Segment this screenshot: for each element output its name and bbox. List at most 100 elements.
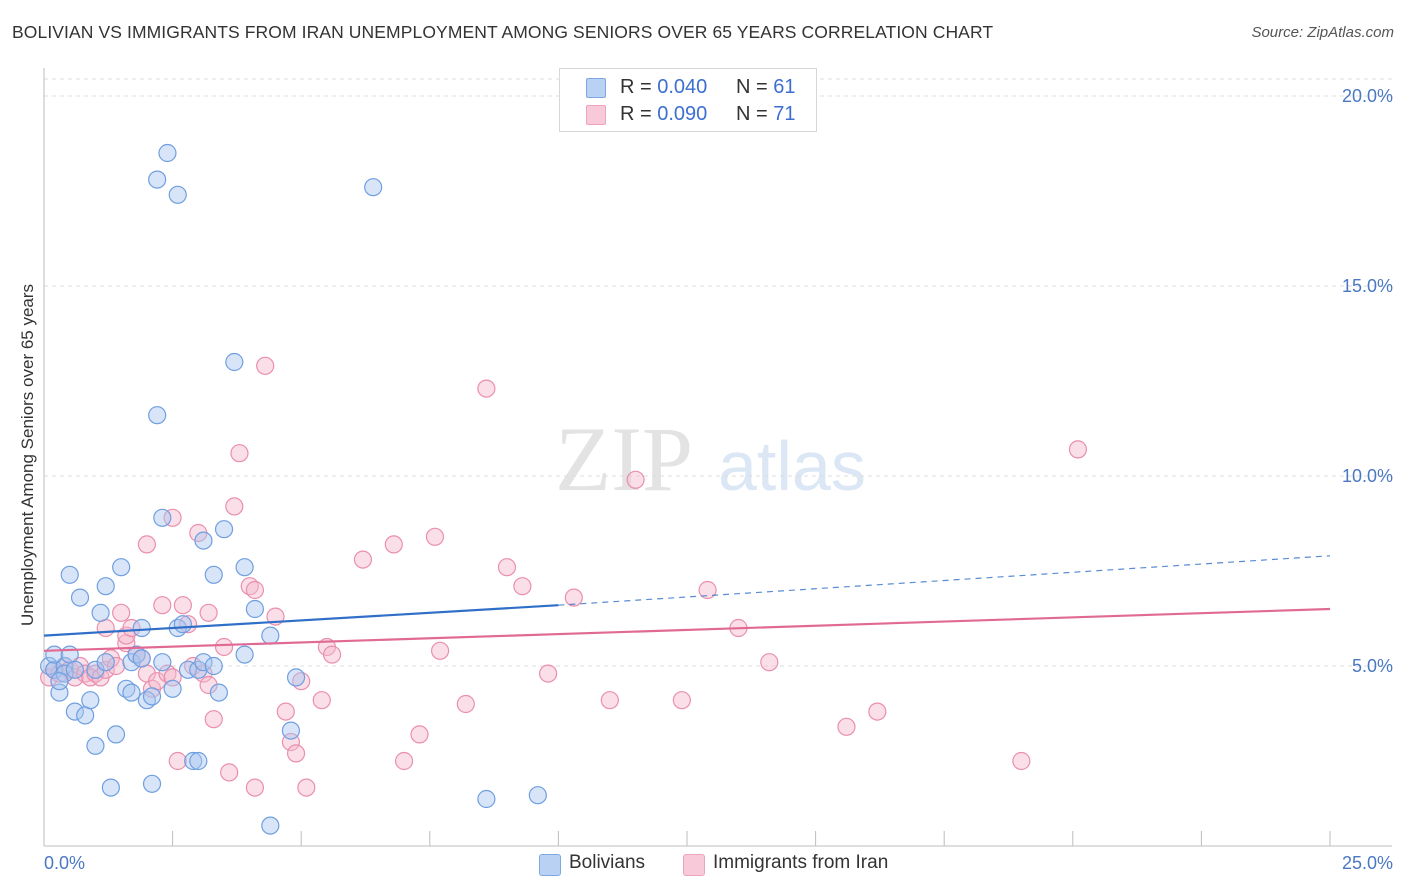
bolivian-point	[65, 702, 84, 721]
legend-n-value: 71	[773, 103, 796, 125]
correlation-legend: R = 0.040 N = 61 R = 0.090 N = 71	[559, 68, 817, 132]
x-tick-label: 25.0%	[1342, 853, 1393, 873]
iran-point	[214, 637, 234, 657]
iran-trend-line	[43, 607, 1331, 652]
iran-point	[477, 379, 496, 398]
y-tick-label: 5.0%	[1352, 656, 1393, 676]
bolivian-points	[40, 143, 547, 835]
legend-n-label: N =	[736, 103, 774, 125]
bolivian-point	[106, 725, 126, 744]
iran-point	[868, 702, 887, 721]
iran-point	[122, 618, 141, 638]
bolivian-point	[184, 751, 203, 771]
bolivian-point	[148, 170, 167, 189]
legend-r-label: R =	[620, 103, 658, 125]
bolivian-point	[364, 178, 383, 197]
iran-point	[760, 653, 779, 672]
iran-point	[256, 356, 275, 375]
iran-point	[384, 535, 403, 554]
iran-point	[430, 641, 450, 660]
legend-label-iran: Immigrants from Iran	[713, 852, 889, 873]
legend-swatch-iran	[683, 854, 705, 876]
iran-point	[837, 717, 856, 736]
legend-r-label: R =	[620, 76, 658, 98]
x-tick-label: 0.0%	[44, 853, 85, 873]
iran-point	[1068, 440, 1088, 459]
iran-point	[425, 527, 445, 546]
iran-point	[394, 751, 414, 771]
bolivian-point	[528, 786, 547, 805]
iran-point	[163, 508, 182, 527]
series-legend: Bolivians Immigrants from Iran	[0, 852, 1406, 878]
bolivian-point	[86, 660, 105, 679]
iran-point	[1012, 751, 1031, 771]
bolivian-point	[245, 599, 265, 619]
bolivian-point	[209, 683, 228, 702]
bolivian-point	[178, 660, 198, 679]
bolivian-point	[261, 626, 280, 645]
iran-point	[276, 702, 295, 721]
bolivian-point	[163, 679, 182, 698]
iran-point	[137, 535, 156, 554]
bolivian-point	[153, 508, 172, 527]
bolivian-point	[261, 816, 280, 835]
bolivian-point	[204, 656, 223, 676]
bolivian-point	[286, 668, 306, 687]
iran-point	[564, 588, 583, 607]
chart-title: BOLIVIAN VS IMMIGRANTS FROM IRAN UNEMPLO…	[12, 22, 994, 42]
trend-lines	[43, 555, 1331, 652]
iran-point	[168, 751, 187, 771]
bolivian-point	[132, 618, 151, 638]
iran-point	[312, 691, 331, 710]
bolivian-point	[158, 143, 177, 163]
bolivian-point	[214, 520, 234, 539]
bolivian-point	[168, 185, 187, 204]
iran-point	[178, 615, 198, 634]
bolivian-point	[70, 588, 90, 607]
iran-point	[353, 550, 373, 569]
legend-n-value: 61	[773, 76, 796, 98]
bolivian-point	[65, 660, 84, 679]
bolivian-point	[194, 653, 213, 672]
bolivian-point	[91, 603, 110, 622]
bolivian-point	[477, 789, 496, 809]
iran-point	[173, 596, 192, 615]
iran-point	[96, 660, 115, 679]
legend-r-value: 0.090	[657, 103, 708, 125]
iran-point	[112, 603, 131, 622]
bolivian-trend-line	[43, 604, 559, 637]
source-label: Source: ZipAtlas.com	[1251, 24, 1394, 41]
iran-point	[322, 645, 342, 664]
bolivian-point	[194, 531, 213, 550]
iran-point	[698, 580, 717, 600]
bolivian-point	[173, 615, 192, 634]
iran-point	[513, 577, 532, 596]
iran-point	[672, 691, 691, 710]
bolivian-point	[189, 751, 208, 771]
iran-point	[96, 618, 115, 638]
bolivian-point	[148, 406, 167, 425]
bolivian-point	[281, 721, 301, 740]
bolivian-point	[225, 352, 244, 372]
bolivian-point	[101, 778, 120, 797]
legend-label-bolivians: Bolivians	[569, 852, 646, 873]
iran-point	[626, 470, 645, 489]
iran-point	[204, 710, 223, 729]
bolivian-point	[45, 645, 64, 664]
legend-r-value: 0.040	[657, 76, 708, 98]
bolivian-point	[142, 774, 162, 793]
bolivian-point	[153, 653, 172, 672]
y-tick-label: 20.0%	[1342, 86, 1393, 106]
iran-point	[539, 664, 558, 683]
iran-point	[106, 656, 126, 676]
iran-point	[199, 675, 218, 695]
bolivian-point	[112, 558, 131, 577]
iran-point	[497, 558, 517, 577]
bolivian-point	[235, 645, 254, 664]
bolivian-point	[86, 736, 105, 755]
iran-point	[456, 694, 475, 714]
y-tick-label: 15.0%	[1342, 276, 1393, 296]
iran-point	[153, 596, 172, 615]
bolivian-point	[235, 558, 254, 577]
bolivian-point	[96, 653, 115, 672]
